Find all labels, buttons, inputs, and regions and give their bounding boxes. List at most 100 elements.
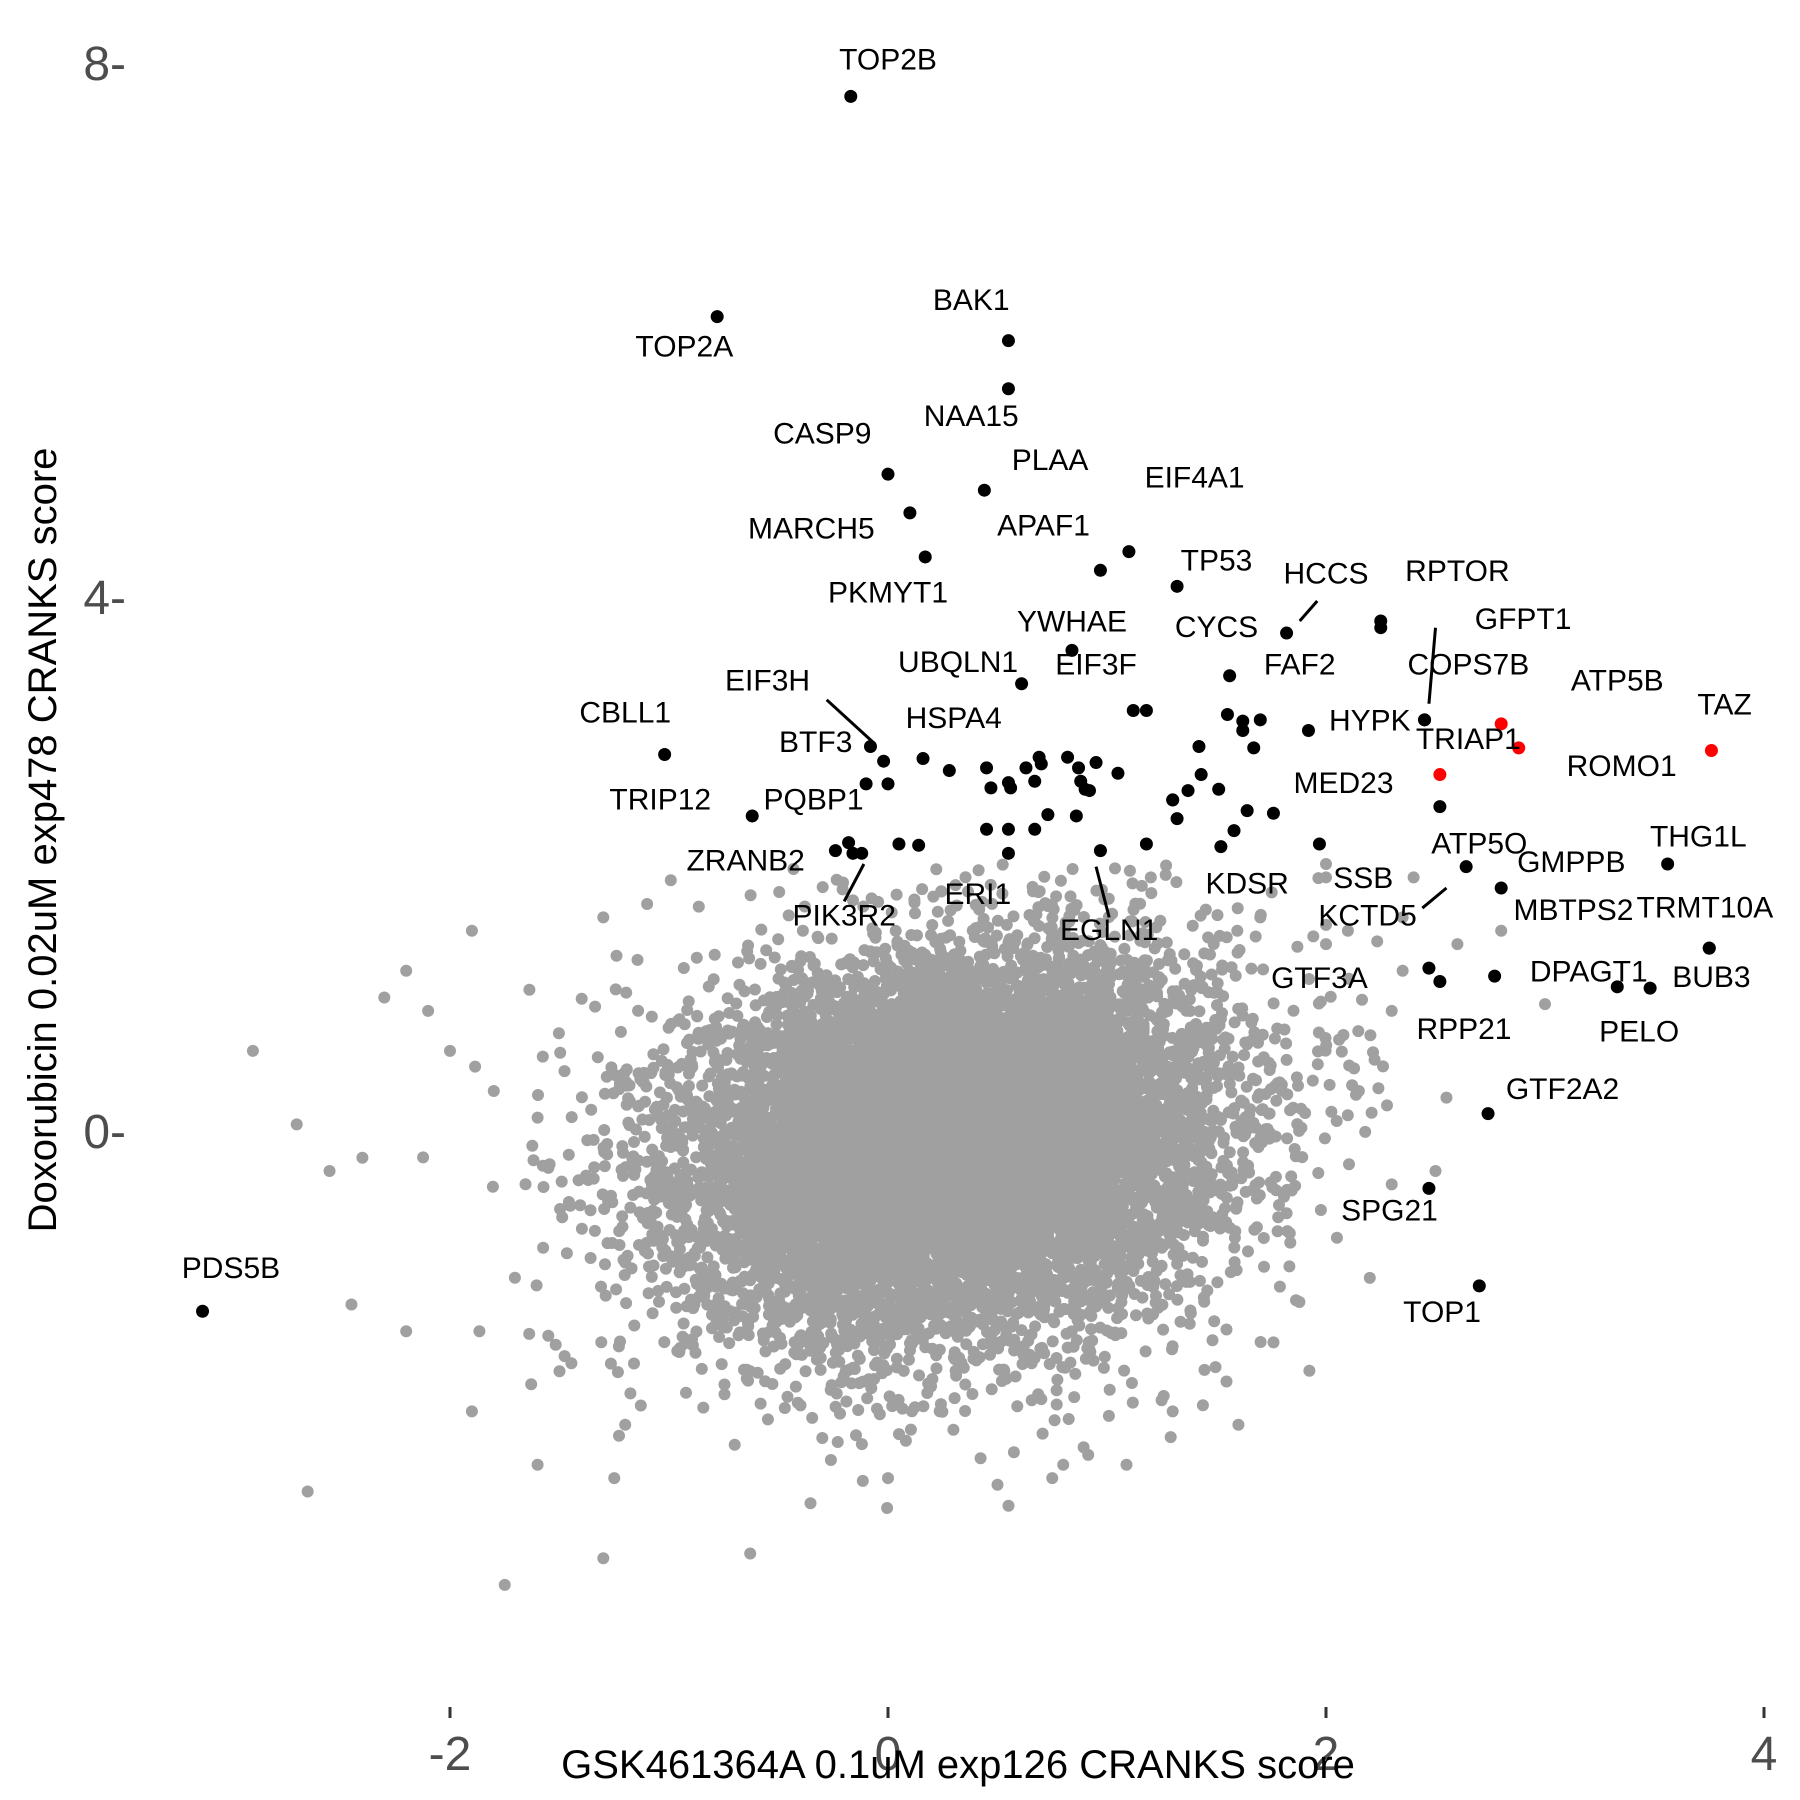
background-point — [715, 1358, 728, 1371]
background-point — [598, 1160, 611, 1173]
background-point — [523, 983, 536, 996]
background-point — [1314, 1204, 1327, 1216]
background-point — [677, 1317, 690, 1330]
background-point — [1231, 924, 1244, 937]
background-point — [926, 1342, 939, 1355]
background-point — [1184, 1304, 1197, 1317]
background-point — [1038, 870, 1051, 883]
background-point — [712, 1010, 725, 1023]
background-point — [959, 871, 972, 884]
background-point — [1193, 1005, 1206, 1018]
background-point — [647, 1048, 660, 1061]
background-points — [246, 858, 1551, 1591]
background-point — [1139, 916, 1152, 928]
background-point — [1342, 972, 1355, 985]
background-point — [1211, 909, 1224, 922]
background-point — [931, 905, 944, 918]
background-point — [1220, 1375, 1233, 1388]
background-point — [974, 1452, 987, 1465]
background-point — [1330, 1115, 1343, 1127]
background-point — [1036, 1341, 1048, 1354]
background-point — [1062, 1413, 1075, 1425]
background-point — [948, 1392, 961, 1405]
background-point — [1341, 1109, 1354, 1122]
background-point — [744, 1547, 757, 1560]
background-point — [1229, 969, 1242, 982]
background-point — [781, 1390, 794, 1403]
background-point — [916, 883, 929, 896]
background-point — [730, 997, 743, 1010]
background-point — [1216, 959, 1229, 972]
background-point — [562, 1148, 575, 1161]
background-point — [996, 858, 1009, 871]
background-point — [1377, 1060, 1389, 1073]
background-point — [1164, 1431, 1177, 1444]
background-point — [1209, 1361, 1222, 1374]
background-point — [1247, 1072, 1260, 1085]
background-point — [618, 1269, 631, 1281]
background-point — [1223, 1146, 1236, 1159]
background-point — [628, 1319, 641, 1332]
background-point — [1126, 1396, 1139, 1409]
background-point — [585, 1103, 598, 1116]
background-point — [1016, 1358, 1029, 1370]
background-point — [549, 1338, 562, 1351]
background-point — [1064, 890, 1077, 903]
background-point — [1254, 1336, 1267, 1348]
background-point — [1085, 1323, 1098, 1336]
background-point — [543, 1158, 556, 1171]
background-point — [690, 1325, 703, 1338]
background-point — [681, 1004, 694, 1016]
background-point — [588, 1224, 601, 1237]
background-point — [552, 1027, 565, 1040]
background-point — [791, 1396, 804, 1409]
background-point — [537, 1181, 550, 1193]
background-point — [1312, 1167, 1325, 1179]
background-point — [926, 919, 939, 931]
background-point — [620, 986, 633, 999]
background-point — [527, 1154, 540, 1167]
background-point — [1036, 1427, 1049, 1440]
background-point — [1193, 1274, 1206, 1287]
background-point — [526, 1139, 539, 1152]
background-point — [1069, 1367, 1082, 1380]
background-point — [881, 1502, 894, 1514]
background-point — [1335, 1045, 1348, 1058]
background-point — [1050, 1384, 1063, 1397]
background-point — [595, 1336, 608, 1349]
background-point — [1242, 1159, 1255, 1172]
background-point — [721, 992, 734, 1005]
background-point — [718, 1388, 731, 1401]
background-point — [718, 1378, 731, 1391]
background-point — [1068, 1391, 1081, 1404]
background-point — [798, 900, 811, 913]
background-point — [653, 1295, 665, 1308]
background-point — [1324, 990, 1337, 1003]
background-point — [799, 1365, 812, 1378]
background-point — [560, 1247, 573, 1260]
background-point — [643, 1260, 655, 1273]
background-point — [1270, 1094, 1283, 1107]
background-point — [942, 914, 955, 927]
background-point — [1118, 1364, 1131, 1377]
background-point — [1205, 968, 1218, 981]
background-point — [1267, 997, 1280, 1010]
background-point — [1130, 1309, 1142, 1322]
background-point — [761, 1413, 774, 1426]
background-point — [1145, 887, 1158, 900]
background-point — [1097, 1361, 1110, 1374]
background-point — [708, 948, 721, 961]
background-point — [676, 1330, 689, 1343]
background-point — [1292, 1079, 1304, 1092]
background-point — [986, 897, 998, 910]
background-point — [1325, 1105, 1338, 1118]
background-point — [1139, 1345, 1152, 1358]
background-point — [1240, 1080, 1253, 1093]
background-point — [1170, 876, 1183, 889]
background-point — [614, 1025, 627, 1038]
background-point — [959, 1405, 972, 1417]
background-point — [417, 1151, 430, 1164]
background-point — [584, 1204, 597, 1217]
